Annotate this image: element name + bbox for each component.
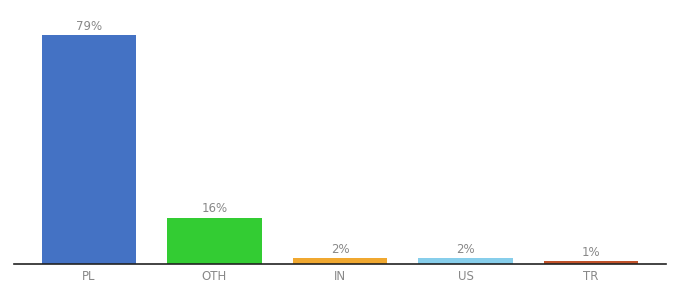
Text: 2%: 2% bbox=[456, 243, 475, 256]
Text: 1%: 1% bbox=[582, 246, 600, 259]
Bar bbox=[544, 261, 638, 264]
Text: 16%: 16% bbox=[201, 202, 228, 215]
Bar bbox=[293, 258, 387, 264]
Bar bbox=[418, 258, 513, 264]
Bar bbox=[167, 218, 262, 264]
Bar bbox=[42, 35, 136, 264]
Text: 79%: 79% bbox=[76, 20, 102, 33]
Text: 2%: 2% bbox=[330, 243, 350, 256]
